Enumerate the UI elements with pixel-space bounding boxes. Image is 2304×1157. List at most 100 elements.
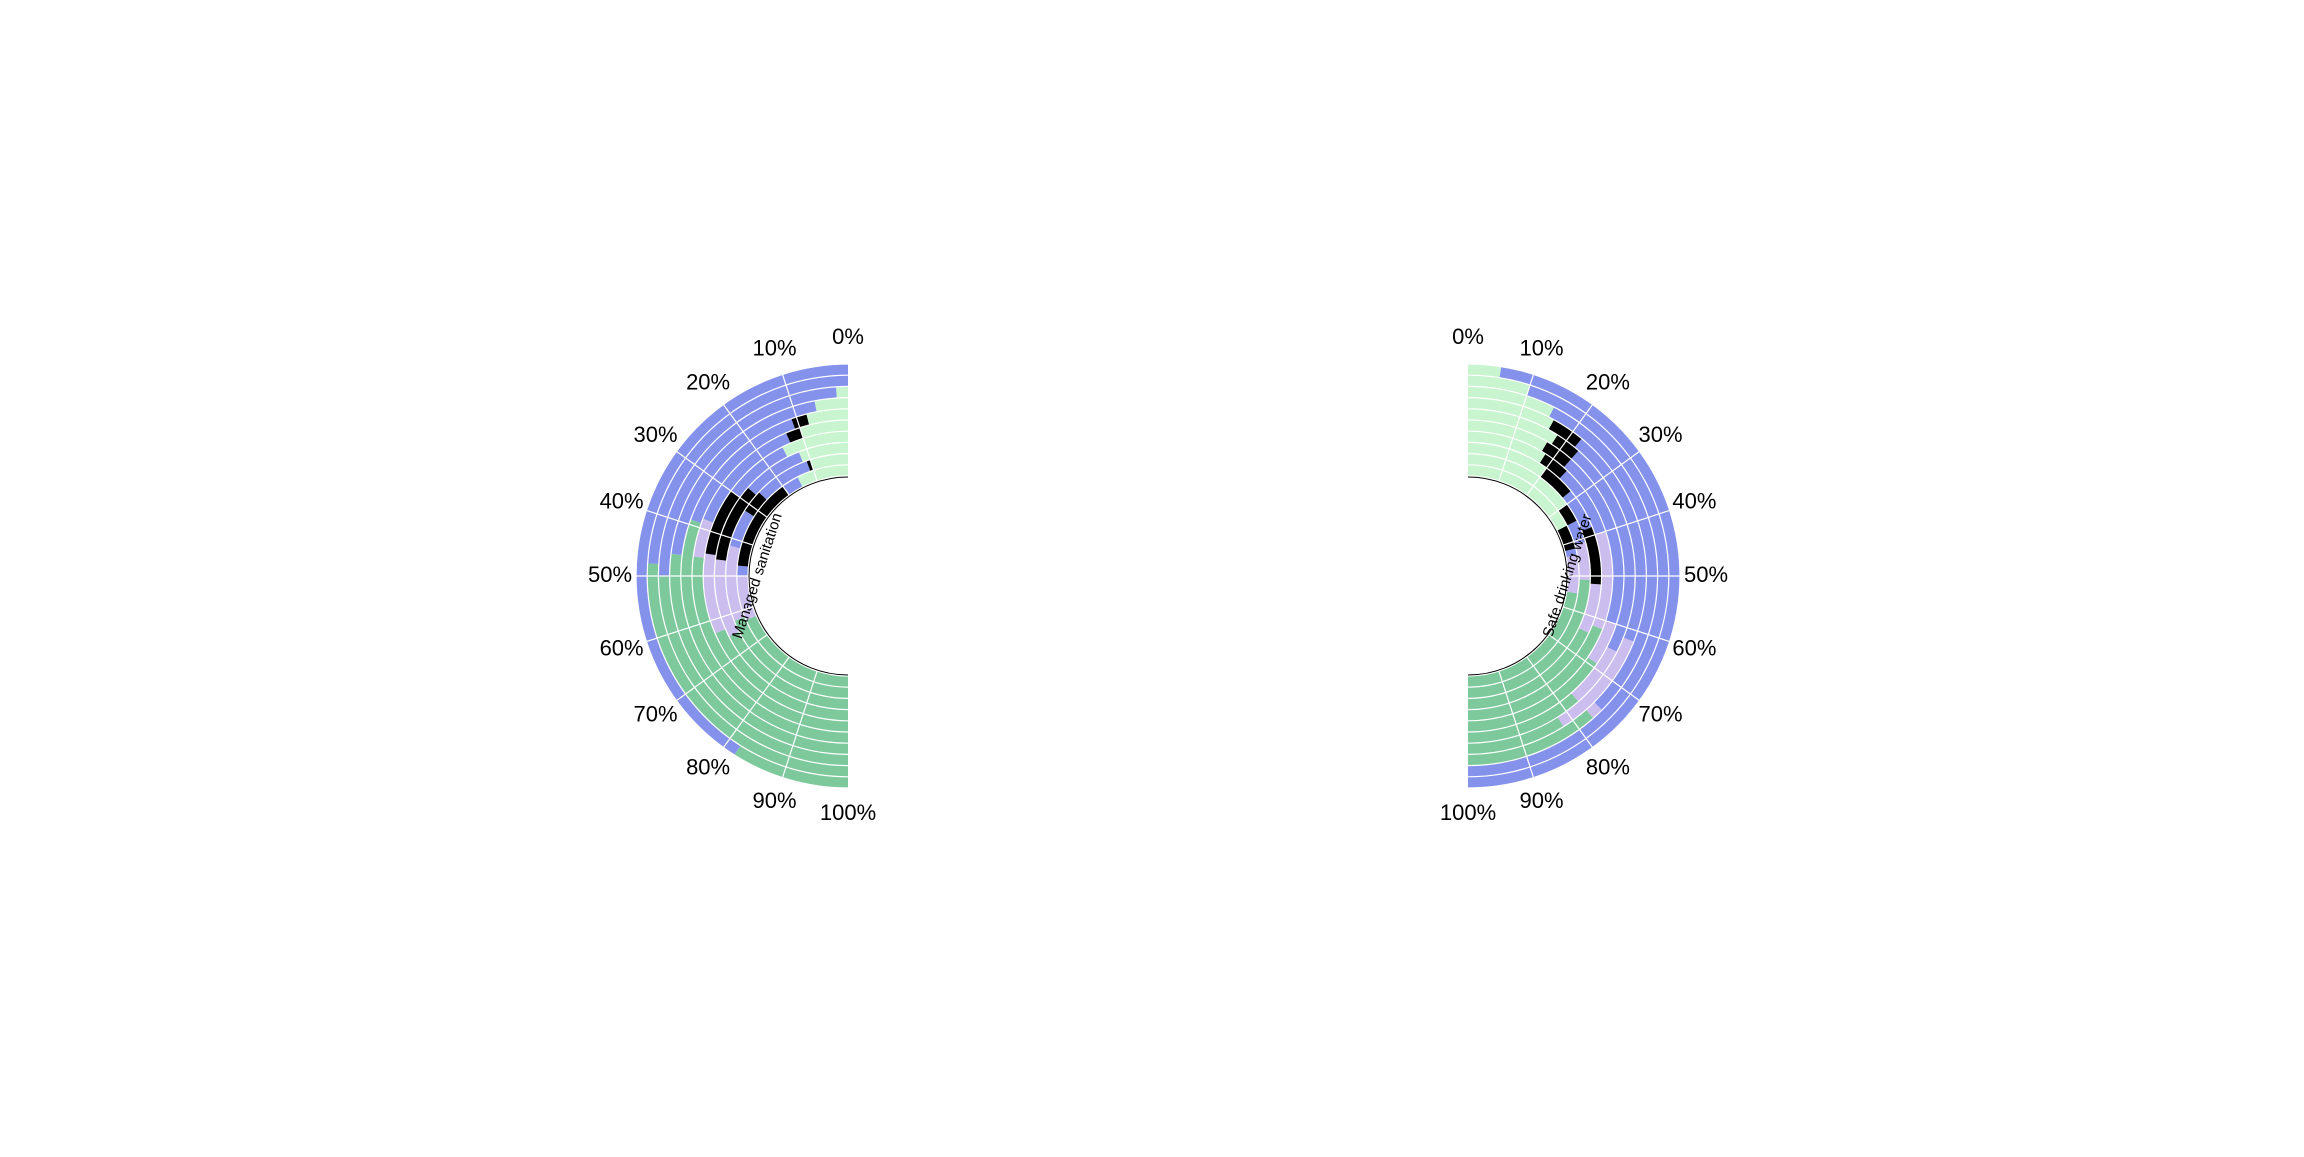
ring-2-segment-2 (1558, 504, 1577, 526)
ring-1-segment-6 (746, 615, 848, 687)
tick-label-60: 60% (600, 635, 644, 660)
ring-1-segment-3 (1565, 548, 1577, 558)
ring-1-segment-4 (737, 565, 748, 576)
gridline-10 (1498, 374, 1535, 482)
ring-2-segment-5 (1468, 579, 1590, 698)
ring-7-segment-1 (1468, 398, 1554, 429)
ring-3-segment-4 (715, 559, 739, 637)
ring-4-segment-5 (715, 629, 848, 721)
tick-label-50: 50% (1684, 562, 1728, 587)
ring-3-segment-5 (729, 631, 848, 709)
ring-2-segment-2 (806, 460, 814, 471)
ring-6-segment-1 (806, 409, 848, 425)
tick-label-90: 90% (752, 788, 796, 813)
gridline-90 (781, 670, 818, 778)
ring-7-segment-1 (814, 398, 848, 412)
ring-4-segment-3 (705, 491, 740, 556)
tick-label-20: 20% (686, 369, 730, 394)
ring-5-segment-1 (799, 420, 848, 438)
tick-label-80: 80% (686, 754, 730, 779)
ring-6-segment-3 (1571, 451, 1635, 652)
ring-6-segment-3 (691, 419, 795, 523)
ring-3-segment-3 (1562, 491, 1592, 531)
ring-5-segment-1 (1468, 420, 1548, 451)
ring-3-segment-2 (748, 452, 803, 495)
ring-5-segment-3 (703, 433, 791, 523)
tick-label-30: 30% (633, 422, 677, 447)
ring-10-segment-1 (1468, 364, 1502, 378)
ring-4-segment-1 (782, 431, 848, 457)
tick-label-20: 20% (1586, 369, 1630, 394)
ring-8-segment-4 (1468, 710, 1593, 765)
ring-4-segment-1 (1468, 431, 1546, 463)
gridline-40 (646, 509, 754, 546)
ring-5-segment-3 (1564, 459, 1624, 625)
gridline-80 (1526, 656, 1594, 748)
tick-label-80: 80% (1586, 754, 1630, 779)
gridline-90 (1498, 670, 1535, 778)
ring-2-segment-1 (1468, 454, 1567, 511)
gridline-70 (1548, 634, 1640, 702)
ring-5-segment-5 (1468, 657, 1597, 732)
tick-label-40: 40% (600, 488, 644, 513)
ring-10-segment-2 (734, 746, 848, 788)
ring-3-segment-2 (1540, 468, 1571, 498)
tick-label-0: 0% (832, 324, 864, 349)
gridline-20 (1526, 404, 1594, 496)
ring-3-segment-5 (1579, 583, 1601, 633)
gridline-20 (722, 404, 790, 496)
tick-label-100: 100% (820, 800, 876, 825)
ring-3-segment-1 (799, 443, 848, 462)
ring-2-segment-4 (1575, 542, 1590, 580)
ring-4-segment-4 (1592, 531, 1613, 630)
ring-3-segment-4 (1582, 527, 1602, 585)
ring-9-segment-1 (1468, 375, 1530, 396)
ring-2-segment-1 (810, 454, 848, 470)
gridline-40 (1562, 509, 1670, 546)
ring-1-segment-4 (1566, 555, 1579, 594)
ring-4-segment-3 (1559, 470, 1606, 535)
ring-3-segment-3 (716, 488, 756, 561)
gridline-60 (646, 606, 754, 643)
gridline-70 (676, 634, 768, 702)
gridline-60 (1562, 606, 1670, 643)
gridline-30 (676, 450, 768, 518)
tick-label-60: 60% (1672, 635, 1716, 660)
panel-safe-drinking-water: Safe drinking water 0% 10%20%30%40%50%60%… (1440, 324, 1728, 825)
ring-8-segment-1 (1468, 387, 1554, 417)
gridline-30 (1548, 450, 1640, 518)
tick-label-0: 0% (1452, 324, 1484, 349)
tick-label-40: 40% (1672, 488, 1716, 513)
ring-2-segment-3 (759, 461, 811, 500)
ring-9-segment-1 (648, 375, 848, 565)
ring-8-segment-2 (659, 387, 837, 576)
ring-6-segment-2 (1551, 435, 1579, 459)
ring-2-segment-6 (726, 545, 745, 621)
ring-6-segment-4 (1571, 647, 1617, 701)
ring-6-segment-5 (1468, 693, 1579, 743)
ring-2-segment-4 (745, 492, 767, 517)
ring-1-segment-1 (1468, 465, 1567, 531)
ring-4-segment-4 (703, 553, 725, 634)
ring-5-segment-4 (1588, 620, 1616, 664)
inner-arc (748, 476, 849, 676)
ring-4-segment-5 (1468, 625, 1603, 721)
ring-1-segment-2 (782, 477, 803, 495)
ring-7-segment-4 (1557, 637, 1634, 727)
ring-7-segment-2 (1548, 420, 1582, 447)
ring-6-segment-1 (1468, 409, 1558, 444)
ring-4-segment-2 (1539, 454, 1567, 479)
ring-7-segment-3 (1574, 439, 1646, 642)
tick-label-10: 10% (752, 335, 796, 360)
ring-6-segment-2 (791, 414, 810, 429)
ring-5-segment-2 (786, 428, 804, 443)
ring-8-segment-2 (1549, 407, 1657, 710)
gridline-10 (781, 374, 818, 482)
ring-5-segment-4 (693, 518, 713, 558)
ring-1-segment-1 (797, 465, 848, 487)
tick-label-100: 100% (1440, 800, 1496, 825)
ring-1-segment-5 (737, 576, 756, 620)
ring-8-segment-1 (836, 387, 848, 398)
